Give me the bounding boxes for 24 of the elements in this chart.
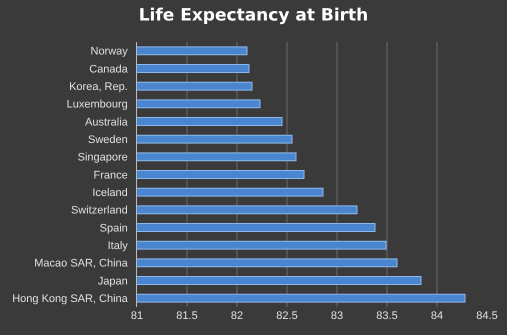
x-tick-label: 84.5 <box>476 310 498 322</box>
y-tick-label: Hong Kong SAR, China <box>12 293 129 306</box>
y-tick-label: Australia <box>85 116 129 128</box>
y-tick-label: Spain <box>100 222 128 234</box>
y-tick-label: Japan <box>98 275 128 288</box>
x-tick-label: 83.5 <box>376 310 398 322</box>
x-tick-label: 82.5 <box>276 310 298 322</box>
x-tick-label: 82 <box>230 310 244 322</box>
x-tick-label: 81 <box>130 310 144 322</box>
chart-title: Life Expectancy at Birth <box>138 5 368 26</box>
y-tick-label: Italy <box>108 240 128 252</box>
y-tick-label: Luxembourg <box>66 98 128 111</box>
x-tick-label: 84 <box>430 310 444 322</box>
y-tick-label: Canada <box>89 63 129 76</box>
y-tick-label: France <box>94 169 128 182</box>
y-tick-label: Switzerland <box>70 204 128 217</box>
y-tick-label: Sweden <box>88 134 128 146</box>
y-tick-label: Norway <box>90 46 128 58</box>
y-tick-label: Korea, Rep. <box>69 81 128 94</box>
y-tick-label: Iceland <box>92 187 128 200</box>
x-tick-label: 81.5 <box>176 310 198 322</box>
y-tick-label: Singapore <box>78 152 128 164</box>
x-tick-label: 83 <box>330 310 344 322</box>
y-tick-label: Macao SAR, China <box>34 258 129 270</box>
